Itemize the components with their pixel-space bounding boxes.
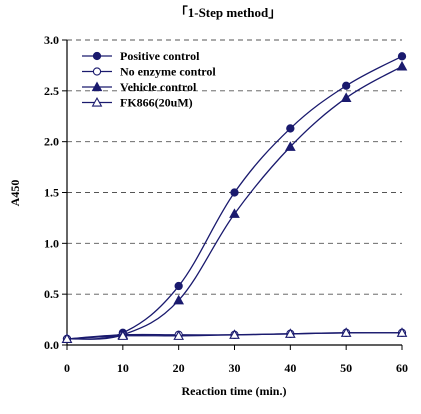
series-3 [61, 327, 408, 343]
x-tick-label-0: 0 [64, 361, 70, 375]
data-point-3-4 [284, 328, 296, 338]
series-2 [61, 60, 408, 343]
legend-marker-1 [92, 67, 102, 76]
x-tick-label-1: 10 [117, 361, 129, 375]
data-point-3-1 [117, 330, 129, 340]
chart-title: 「1-Step method」 [175, 5, 282, 20]
legend-label-0: Positive control [120, 49, 200, 63]
data-point-0-4 [286, 124, 295, 133]
series-line-0 [66, 55, 403, 340]
data-point-2-6 [396, 60, 408, 71]
data-point-3-3 [229, 329, 240, 339]
y-axis-ticks: 0.0 0.5 1.0 1.5 2.0 2.5 3.0 [44, 33, 67, 352]
legend-item-2: Vehicle control [82, 80, 197, 94]
x-tick-label-2: 20 [173, 361, 185, 375]
y-tick-label-3: 1.5 [44, 186, 59, 200]
data-point-3-6 [396, 327, 408, 337]
legend: Positive control No enzyme controlVehicle… [82, 49, 216, 110]
data-point-2-4 [284, 141, 296, 151]
data-point-3-5 [340, 327, 352, 337]
data-point-0-5 [342, 81, 351, 90]
legend-label-2: Vehicle control [120, 80, 197, 94]
y-tick-label-4: 2.0 [44, 135, 59, 149]
grid-lines [67, 39, 402, 295]
series-line-2 [66, 65, 403, 340]
y-tick-label-1: 0.5 [44, 287, 59, 301]
legend-item-0: Positive control [82, 49, 200, 63]
series-group [61, 52, 408, 344]
data-point-3-0 [61, 333, 73, 343]
legend-label-1: No enzyme control [120, 65, 216, 79]
legend-marker-2 [91, 81, 103, 92]
y-tick-label-5: 2.5 [44, 84, 59, 98]
legend-label-3: FK866(20uM) [120, 96, 193, 110]
data-point-2-5 [340, 92, 352, 103]
data-point-3-2 [173, 330, 185, 340]
legend-item-1: No enzyme control [82, 65, 216, 79]
legend-marker-0 [92, 51, 102, 61]
y-tick-label-6: 3.0 [44, 33, 59, 47]
x-tick-label-4: 40 [284, 361, 296, 375]
data-point-0-6 [397, 52, 407, 61]
x-tick-label-6: 60 [396, 361, 408, 375]
y-tick-label-2: 1.0 [44, 236, 59, 250]
data-point-0-2 [174, 281, 183, 291]
x-axis-label: Reaction time (min.) [182, 384, 287, 398]
legend-item-3: FK866(20uM) [82, 96, 193, 110]
legend-marker-3 [91, 96, 103, 107]
x-tick-label-3: 30 [229, 361, 241, 375]
x-axis-ticks: 0 10 20 30 40 50 60 [64, 345, 408, 375]
data-point-0-3 [230, 188, 239, 197]
series-0 [62, 52, 407, 344]
data-point-2-3 [229, 208, 240, 218]
y-tick-label-0: 0.0 [44, 338, 59, 352]
x-tick-label-5: 50 [340, 361, 352, 375]
data-point-2-2 [173, 294, 185, 305]
y-axis-label: A450 [8, 180, 22, 207]
